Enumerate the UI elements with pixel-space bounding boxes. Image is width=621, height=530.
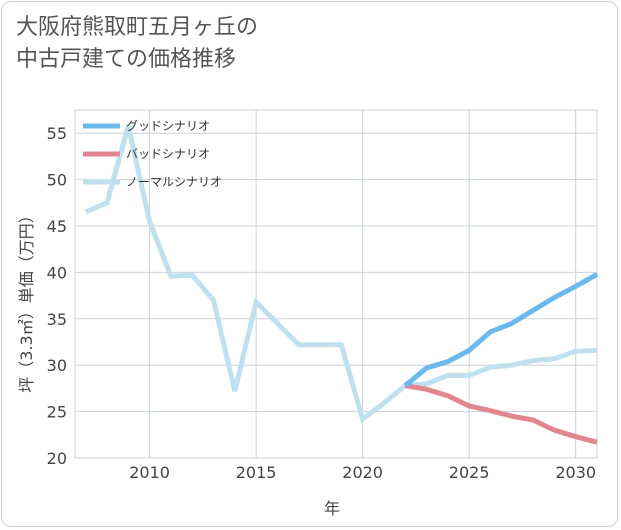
x-tick-label: 2020 [342, 463, 383, 482]
y-axis-ticks: 20 25 30 35 40 45 50 55 [47, 124, 67, 468]
plot-area-border [74, 109, 598, 459]
x-axis-label: 年 [324, 499, 340, 518]
series-line-0 [403, 272, 599, 388]
y-axis-label: 坪（3.3㎡）単価（万円） [17, 207, 36, 392]
x-tick-label: 2030 [555, 463, 596, 482]
y-tick-label: 25 [47, 403, 67, 422]
y-tick-label: 55 [47, 124, 67, 143]
y-tick-label: 50 [47, 171, 67, 190]
series-line-1 [404, 383, 598, 445]
y-tick-label: 35 [47, 310, 67, 329]
legend-label-2: ノーマルシナリオ [126, 175, 222, 189]
y-tick-label: 45 [47, 217, 67, 236]
x-tick-label: 2025 [449, 463, 490, 482]
legend-label-1: バッドシナリオ [126, 147, 210, 161]
x-axis-ticks: 2010 2015 2020 2025 2030 [129, 463, 596, 482]
y-tick-label: 40 [47, 263, 67, 282]
y-tick-label: 30 [47, 356, 67, 375]
chart-title-line-2: 中古戸建ての価格推移 [16, 47, 237, 72]
series-lines [84, 125, 599, 445]
chart-title: 大阪府熊取町五月ヶ丘の 中古戸建ての価格推移 [16, 12, 258, 76]
x-tick-label: 2010 [129, 463, 170, 482]
legend-label-0: グッドシナリオ [126, 119, 210, 133]
x-tick-label: 2015 [236, 463, 277, 482]
y-tick-label: 20 [47, 449, 67, 468]
grid [75, 110, 597, 459]
series-line-2 [84, 125, 598, 424]
chart-title-line-1: 大阪府熊取町五月ヶ丘の [16, 15, 259, 40]
